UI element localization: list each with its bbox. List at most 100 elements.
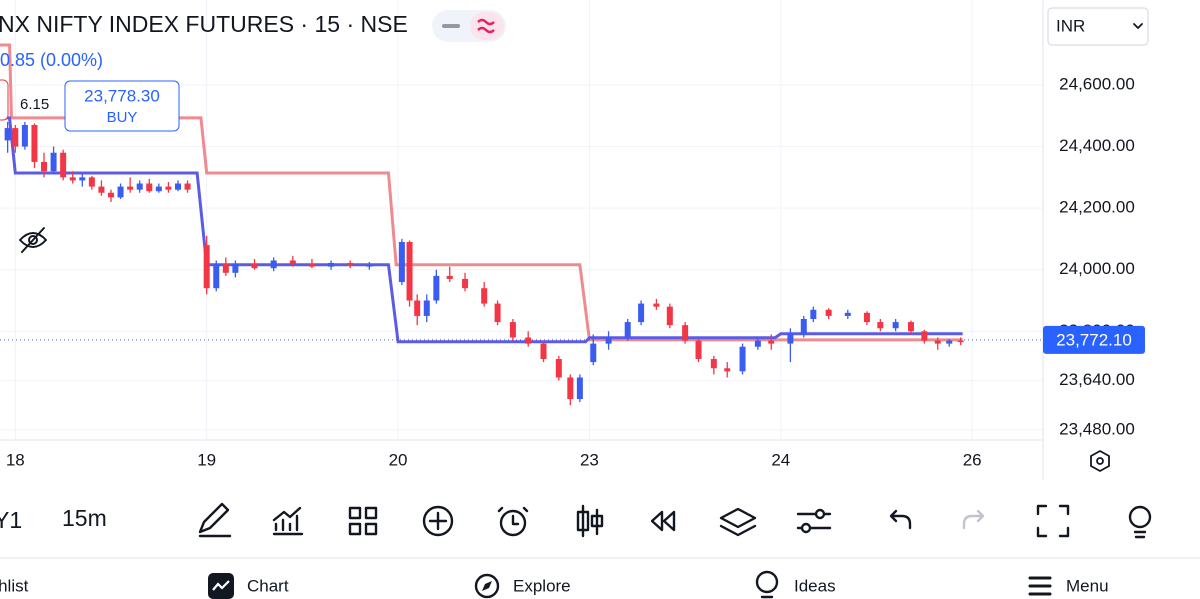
candle-body <box>695 340 702 360</box>
nav-chart[interactable]: Chart <box>247 576 289 595</box>
candle-body <box>934 340 941 344</box>
indicators-icon[interactable] <box>272 506 304 536</box>
candle-body <box>509 322 516 338</box>
candle-body <box>555 359 562 378</box>
candle-body <box>423 300 430 316</box>
candle-body <box>724 368 731 372</box>
wave-icon <box>477 18 495 34</box>
candle-body <box>251 263 258 269</box>
candle-body <box>98 186 105 193</box>
candle-body <box>107 192 114 198</box>
settings-icon[interactable] <box>1090 450 1110 472</box>
alert-icon[interactable] <box>499 509 527 537</box>
candle-body <box>328 262 335 267</box>
candle-body <box>754 340 761 347</box>
x-tick-label: 19 <box>197 450 216 469</box>
candle-body <box>41 161 48 172</box>
nav-explore[interactable]: Explore <box>513 576 571 595</box>
candle-body <box>446 275 453 279</box>
x-tick-label: 23 <box>580 450 599 469</box>
candle-body <box>863 312 870 323</box>
candle-body <box>117 186 124 198</box>
candle-body <box>710 359 717 369</box>
y-tick-label: 24,400.00 <box>1059 136 1135 155</box>
candle-body <box>21 125 28 147</box>
fullscreen-icon[interactable] <box>1036 504 1070 538</box>
buy-box[interactable] <box>64 80 180 132</box>
candle-body <box>787 334 794 344</box>
candle-body <box>127 186 134 190</box>
ideas-toolbar-icon[interactable] <box>1128 505 1152 529</box>
candle-body <box>203 245 210 289</box>
candles-icon[interactable] <box>576 504 604 538</box>
y-tick-label: 24,000.00 <box>1059 259 1135 278</box>
candle-body <box>576 377 583 400</box>
add-icon[interactable] <box>422 505 454 537</box>
candle-body <box>666 306 673 326</box>
y-tick-label: 23,480.00 <box>1059 419 1135 438</box>
candle-body <box>88 177 95 187</box>
level-line <box>0 116 963 344</box>
undo-icon[interactable] <box>889 509 912 530</box>
layout-icon[interactable] <box>348 506 378 536</box>
candle-body <box>567 377 574 400</box>
candle-body <box>540 343 547 360</box>
toolbar-icons <box>198 502 1152 539</box>
candle-body <box>347 262 354 267</box>
layers-icon[interactable] <box>719 507 757 537</box>
nav-ideas[interactable]: Ideas <box>794 576 836 595</box>
candle-body <box>270 260 277 269</box>
settings-icon-dot <box>1096 457 1104 465</box>
candle-body <box>146 183 153 192</box>
symbol-short[interactable]: Y1 <box>0 507 22 533</box>
chart-nav-glyph <box>212 580 230 591</box>
candle-body <box>768 340 775 344</box>
candle-body <box>406 242 413 301</box>
candle-body <box>462 278 469 289</box>
x-tick-label: 26 <box>963 450 982 469</box>
candle-body <box>481 288 488 304</box>
candle-body <box>308 263 315 267</box>
x-tick-label: 20 <box>389 450 408 469</box>
currency: INR <box>1056 16 1085 35</box>
hide-icon[interactable] <box>19 227 47 253</box>
y-tick-label: 24,600.00 <box>1059 74 1135 93</box>
nav-watchlist[interactable]: Watchlist <box>0 576 29 595</box>
buy-label: BUY <box>107 109 138 126</box>
candle-body <box>232 263 239 273</box>
candle-body <box>653 303 660 307</box>
candle-body <box>624 322 631 338</box>
active-toggle[interactable] <box>470 12 504 40</box>
candle-body <box>366 265 373 267</box>
interval[interactable]: 15m <box>62 505 107 531</box>
candle-body <box>590 343 597 363</box>
y-tick-label: 23,640.00 <box>1059 370 1135 389</box>
candle-body <box>957 340 964 343</box>
sell-price: 6.15 <box>20 96 49 113</box>
draw-icon[interactable] <box>198 502 232 538</box>
candle-body <box>69 177 76 181</box>
candle-body <box>155 186 162 192</box>
candle-body <box>4 128 11 141</box>
candle-body <box>433 275 440 301</box>
candle-body <box>213 263 220 289</box>
explore-icon <box>474 573 500 599</box>
menu-icon <box>1028 576 1052 596</box>
candle-body <box>739 346 746 372</box>
x-tick-label: 24 <box>771 450 790 469</box>
candle-body <box>31 125 38 162</box>
y-tick-label: 24,200.00 <box>1059 198 1135 217</box>
candle-body <box>682 325 689 341</box>
plot <box>0 0 1043 440</box>
currency-select[interactable] <box>1047 7 1149 46</box>
candle-body <box>844 312 851 316</box>
candle-body <box>892 322 899 329</box>
candle-body <box>174 183 181 190</box>
nav-menu[interactable]: Menu <box>1066 576 1109 595</box>
candle-body <box>414 300 421 316</box>
candle-body <box>12 128 19 147</box>
sell-box[interactable] <box>0 79 9 121</box>
replay-icon[interactable] <box>650 510 676 532</box>
